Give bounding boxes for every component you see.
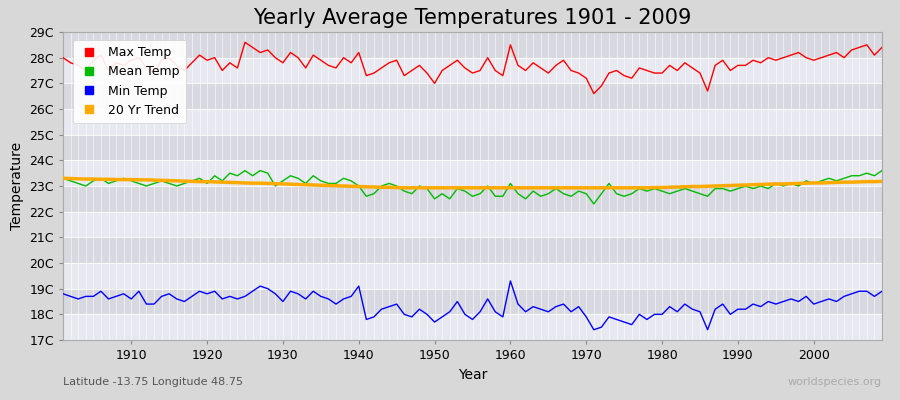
Bar — [63, 212, 882, 237]
Bar — [63, 58, 882, 83]
Title: Yearly Average Temperatures 1901 - 2009: Yearly Average Temperatures 1901 - 2009 — [253, 8, 692, 28]
X-axis label: Year: Year — [458, 368, 487, 382]
Bar — [63, 83, 882, 109]
Bar — [63, 289, 882, 314]
Bar — [63, 186, 882, 212]
Bar — [63, 135, 882, 160]
Bar — [63, 160, 882, 186]
Bar — [63, 263, 882, 289]
Y-axis label: Temperature: Temperature — [10, 142, 23, 230]
Bar — [63, 109, 882, 135]
Text: Latitude -13.75 Longitude 48.75: Latitude -13.75 Longitude 48.75 — [63, 377, 243, 387]
Bar — [63, 237, 882, 263]
Legend: Max Temp, Mean Temp, Min Temp, 20 Yr Trend: Max Temp, Mean Temp, Min Temp, 20 Yr Tre… — [73, 40, 186, 123]
Text: worldspecies.org: worldspecies.org — [788, 377, 882, 387]
Bar — [63, 314, 882, 340]
Bar — [63, 32, 882, 58]
